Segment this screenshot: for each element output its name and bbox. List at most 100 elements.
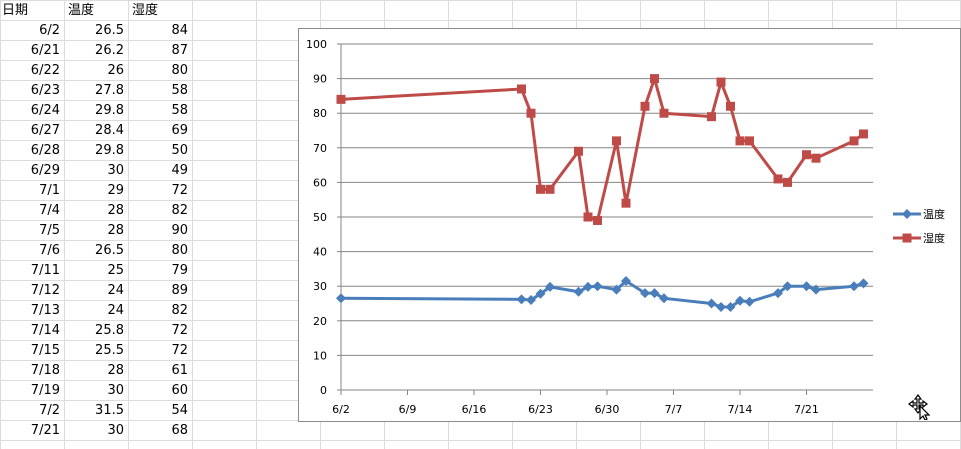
header-date[interactable]: 日期 [2, 3, 29, 18]
cell-humidity[interactable]: 80 [171, 243, 188, 258]
cell-date[interactable]: 7/4 [39, 203, 60, 218]
cell-temperature[interactable]: 25.8 [95, 323, 124, 338]
cell-humidity[interactable]: 68 [171, 423, 188, 438]
y-tick-label: 80 [313, 107, 327, 120]
cell-humidity[interactable]: 72 [171, 343, 188, 358]
cell-humidity[interactable]: 84 [171, 23, 188, 38]
legend-marker [902, 209, 912, 219]
data-point [621, 276, 631, 287]
cell-date[interactable]: 7/19 [30, 383, 60, 398]
legend-label: 温度 [923, 207, 945, 221]
cell-date[interactable]: 7/2 [39, 403, 60, 418]
cell-date[interactable]: 6/21 [30, 43, 60, 58]
cell-humidity[interactable]: 72 [171, 183, 188, 198]
cell-temperature[interactable]: 30 [107, 423, 124, 438]
data-point [535, 288, 546, 299]
cell-humidity[interactable]: 82 [171, 303, 188, 318]
data-point [545, 184, 555, 194]
cell-date[interactable]: 7/15 [30, 343, 60, 358]
cell-date[interactable]: 7/14 [30, 323, 60, 338]
y-tick-label: 20 [313, 315, 327, 328]
data-point [574, 146, 583, 156]
cell-temperature[interactable]: 29.8 [95, 143, 124, 158]
cell-humidity[interactable]: 60 [171, 383, 188, 398]
chart-area[interactable]: 0 10 20 30 40 50 60 70 80 90 100 6/2 6/9 6/16 6/23 6/30… [298, 28, 961, 422]
data-point [649, 288, 660, 299]
cell-date[interactable]: 7/12 [30, 283, 60, 298]
legend-marker [902, 233, 912, 243]
data-point [773, 174, 783, 184]
cell-temperature[interactable]: 26.5 [95, 243, 124, 258]
cell-date[interactable]: 6/24 [30, 103, 60, 118]
y-tick-label: 90 [313, 73, 327, 86]
cell-humidity[interactable]: 49 [171, 163, 188, 178]
data-point [801, 281, 812, 292]
cell-temperature[interactable]: 26 [107, 63, 124, 78]
y-tick-label: 10 [313, 349, 327, 362]
cell-temperature[interactable]: 28 [107, 203, 124, 218]
cell-temperature[interactable]: 24 [107, 283, 124, 298]
cell-humidity[interactable]: 72 [171, 323, 188, 338]
cell-date[interactable]: 7/1 [39, 183, 60, 198]
cell-humidity[interactable]: 82 [171, 203, 188, 218]
cell-temperature[interactable]: 25 [107, 263, 124, 278]
cell-temperature[interactable]: 31.5 [95, 403, 124, 418]
cell-temperature[interactable]: 28 [107, 223, 124, 238]
cell-humidity[interactable]: 54 [171, 403, 188, 418]
y-tick-label: 0 [320, 384, 327, 397]
cell-temperature[interactable]: 27.8 [95, 83, 124, 98]
x-tick-label: 6/16 [462, 403, 487, 416]
cell-humidity[interactable]: 87 [171, 43, 188, 58]
line-chart[interactable]: 0 10 20 30 40 50 60 70 80 90 100 6/2 6/9 6/16 6/23 6/30… [299, 29, 961, 423]
cell-temperature[interactable]: 26.5 [95, 23, 124, 38]
cell-humidity[interactable]: 58 [171, 83, 188, 98]
cell-date[interactable]: 6/28 [30, 143, 60, 158]
cell-date[interactable]: 6/2 [39, 23, 60, 38]
header-temperature[interactable]: 温度 [68, 3, 95, 18]
cell-temperature[interactable]: 28.4 [95, 123, 124, 138]
cell-temperature[interactable]: 25.5 [95, 343, 124, 358]
cell-date[interactable]: 6/29 [30, 163, 60, 178]
cell-temperature[interactable]: 30 [107, 163, 124, 178]
cell-date[interactable]: 6/23 [30, 83, 60, 98]
cell-date[interactable]: 6/22 [30, 63, 60, 78]
cell-humidity[interactable]: 80 [171, 63, 188, 78]
x-tick-label: 6/2 [332, 403, 350, 416]
cell-temperature[interactable]: 26.2 [95, 43, 124, 58]
cell-humidity[interactable]: 50 [171, 143, 188, 158]
cell-humidity[interactable]: 58 [171, 103, 188, 118]
cell-date[interactable]: 7/18 [30, 363, 60, 378]
cell-date[interactable]: 7/13 [30, 303, 60, 318]
cell-temperature[interactable]: 28 [107, 363, 124, 378]
data-point [735, 295, 745, 306]
data-point [611, 284, 622, 295]
x-tick-label: 6/9 [399, 403, 417, 416]
cell-date[interactable]: 7/5 [39, 223, 60, 238]
cell-temperature[interactable]: 29 [107, 183, 124, 198]
y-tick-label: 100 [306, 38, 327, 51]
data-point [573, 286, 584, 297]
data-point [859, 129, 868, 139]
cell-humidity[interactable]: 69 [171, 123, 188, 138]
data-point [783, 177, 792, 187]
cell-temperature[interactable]: 24 [107, 303, 124, 318]
data-point [612, 136, 621, 146]
cell-humidity[interactable]: 90 [171, 223, 188, 238]
data-point [659, 293, 669, 304]
cell-date[interactable]: 7/21 [30, 423, 60, 438]
data-point [811, 153, 821, 163]
cell-date[interactable]: 7/11 [30, 263, 60, 278]
cell-temperature[interactable]: 29.8 [95, 103, 124, 118]
data-point [516, 294, 527, 305]
data-point [592, 281, 603, 292]
data-point [849, 281, 859, 292]
cell-temperature[interactable]: 30 [107, 383, 124, 398]
header-humidity[interactable]: 湿度 [132, 3, 159, 18]
cell-date[interactable]: 6/27 [30, 123, 60, 138]
cell-date[interactable]: 7/6 [39, 243, 60, 258]
cell-humidity[interactable]: 61 [171, 363, 188, 378]
cell-humidity[interactable]: 89 [171, 283, 188, 298]
data-point [545, 281, 555, 292]
cell-humidity[interactable]: 79 [171, 263, 188, 278]
